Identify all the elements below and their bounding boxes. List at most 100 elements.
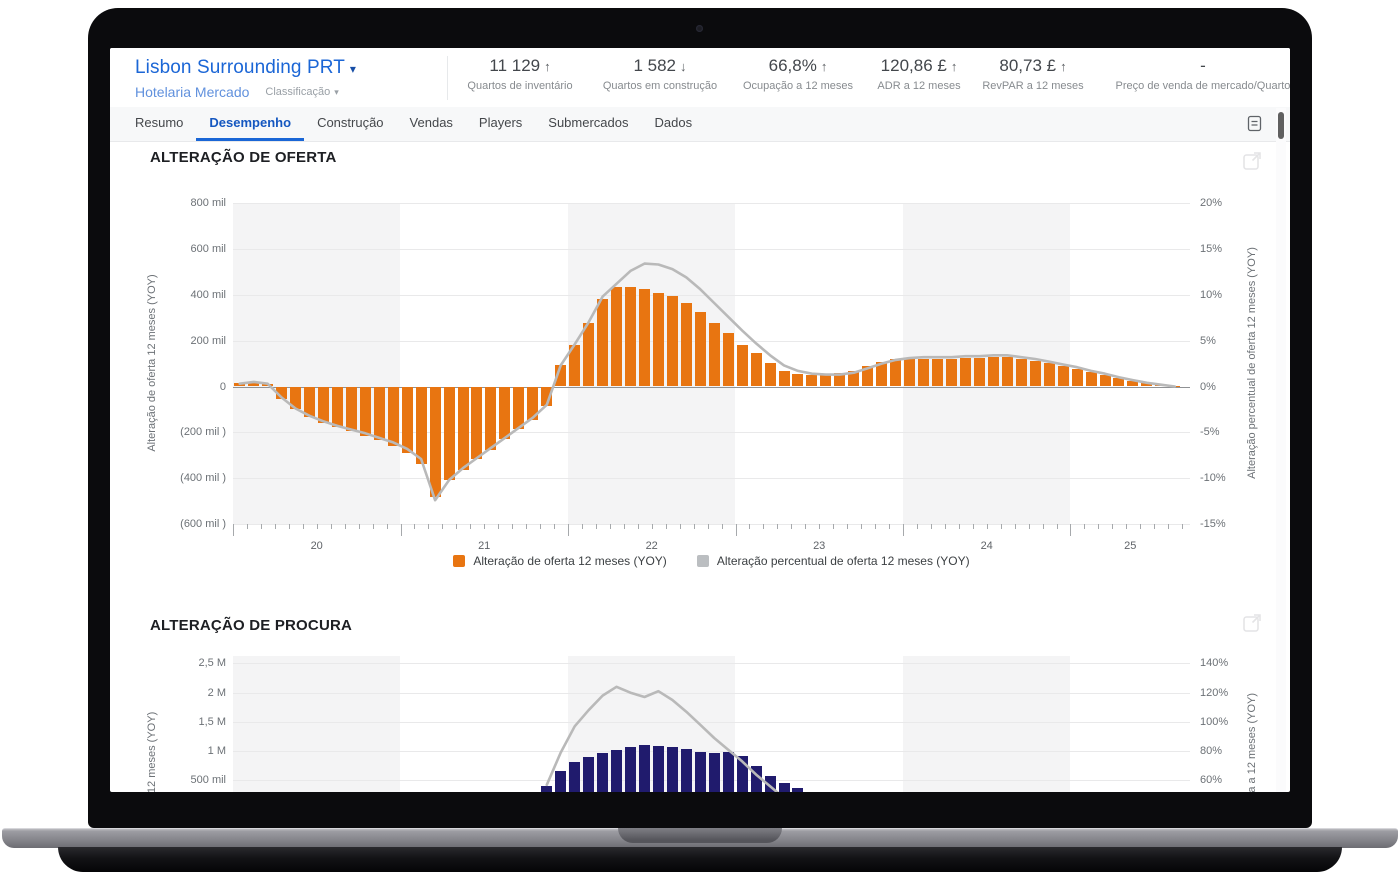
page-title: Lisbon Surrounding PRT [135, 57, 345, 78]
x-axis-year-label: 23 [813, 540, 826, 552]
x-axis-minor-tick [861, 524, 863, 529]
x-axis-minor-tick [1126, 524, 1128, 529]
tab-players[interactable]: Players [478, 115, 523, 130]
bar [276, 386, 288, 400]
y-axis-tick-label: (400 mil ) [180, 472, 226, 485]
bar [946, 358, 957, 387]
kpi-value: - [1200, 56, 1206, 75]
bar [555, 770, 567, 792]
bar [555, 365, 567, 387]
x-axis-minor-tick [916, 524, 918, 529]
bar [569, 344, 581, 387]
x-axis-minor-tick [637, 524, 639, 529]
market-title-block: Lisbon Surrounding PRT ▾ Hotelaria Mercad… [135, 57, 356, 100]
expand-icon[interactable] [1243, 613, 1262, 637]
x-axis-minor-tick [1154, 524, 1156, 529]
tab-resumo[interactable]: Resumo [135, 115, 184, 130]
bar [708, 752, 720, 792]
trend-line [545, 685, 779, 792]
x-axis-major-tick [902, 524, 904, 536]
x-axis-year-label: 21 [478, 540, 491, 552]
grid-line [233, 751, 1190, 752]
bar [624, 746, 636, 792]
x-axis-minor-tick [763, 524, 765, 529]
bar [778, 782, 790, 792]
x-axis-year-label: 22 [645, 540, 658, 552]
bar [736, 755, 748, 792]
x-axis-minor-tick [805, 524, 807, 529]
x-axis-minor-tick [330, 524, 332, 529]
y-axis-tick-label: (200 mil ) [180, 426, 226, 439]
tab-submercados[interactable]: Submercados [548, 115, 629, 130]
scrollbar-thumb[interactable] [1278, 112, 1284, 139]
x-axis-minor-tick [456, 524, 458, 529]
x-axis-minor-tick [288, 524, 290, 529]
grid-line [233, 294, 1190, 296]
tab-construção[interactable]: Construção [317, 115, 384, 130]
x-axis-minor-tick [944, 524, 946, 529]
bar [792, 374, 804, 387]
legend-item[interactable]: Alteração percentual de oferta 12 meses … [696, 554, 970, 568]
grid-line [233, 663, 1190, 665]
bar [792, 787, 804, 792]
y-axis-tick-label: 2 M [207, 686, 226, 699]
bar [848, 371, 860, 387]
x-axis-minor-tick [386, 524, 388, 529]
market-title-dropdown[interactable]: Lisbon Surrounding PRT ▾ [135, 57, 356, 79]
y-axis-tick-label: 2,5 M [198, 657, 226, 670]
tab-vendas[interactable]: Vendas [409, 115, 453, 130]
bar [959, 358, 971, 387]
header-divider [447, 56, 448, 100]
zero-axis-line [233, 386, 1190, 388]
x-axis-minor-tick [1000, 524, 1002, 529]
kpi-label: Quartos em construção [602, 80, 718, 92]
grid-line [233, 478, 1190, 480]
x-axis-minor-tick [428, 524, 430, 529]
x-axis-minor-tick [247, 524, 248, 529]
bar [764, 363, 776, 387]
legend-item[interactable]: Alteração de oferta 12 meses (YOY) [453, 554, 667, 568]
y-axis-tick-label: 60% [1200, 774, 1223, 787]
bar [583, 322, 595, 387]
x-axis-minor-tick [484, 524, 486, 529]
document-icon[interactable] [1247, 115, 1262, 137]
bar [317, 386, 329, 423]
laptop-base-shadow [58, 847, 1342, 872]
bar [918, 358, 930, 387]
arrow-down-icon: ↓ [680, 59, 687, 74]
laptop-lid-notch [618, 828, 782, 843]
y-axis-tick-label: (600 mil ) [180, 518, 226, 530]
kpi-value: 80,73 £ ↑ [999, 56, 1067, 75]
tab-desempenho[interactable]: Desempenho [196, 107, 305, 141]
x-axis-minor-tick [958, 524, 960, 529]
bar [862, 366, 874, 387]
classification-dropdown[interactable]: Classificação ▾ [265, 86, 339, 98]
tab-bar: Resumo Desempenho Construção Vendas Players S… [110, 107, 1290, 142]
bar [387, 386, 399, 446]
x-axis-minor-tick [679, 524, 681, 529]
bar [652, 745, 664, 792]
x-axis-minor-tick [595, 524, 597, 529]
bar [834, 373, 846, 387]
chart-plot-procura [233, 656, 1190, 792]
y-axis-tick-label: 600 mil [190, 242, 226, 255]
y-axis-tick-label: 140% [1200, 657, 1229, 670]
expand-icon[interactable] [1243, 151, 1262, 175]
scrollbar-track[interactable] [1276, 108, 1286, 792]
x-axis-minor-tick [749, 524, 751, 529]
legend-label: Alteração percentual de oferta 12 meses … [716, 554, 970, 568]
bar [597, 298, 609, 387]
kpi-stat: 80,73 £ ↑ RevPAR a 12 meses [977, 56, 1089, 92]
kpi-stat: 1 582 ↓ Quartos em construção [585, 56, 735, 92]
year-stripe [902, 203, 1071, 524]
chevron-down-icon: ▾ [334, 87, 339, 97]
y-axis-tick-label: -10% [1200, 472, 1226, 485]
bar [722, 332, 734, 387]
bar [415, 386, 427, 465]
bar [652, 292, 664, 387]
x-axis-minor-tick [498, 524, 500, 529]
y-axis-tick-label: 800 mil [190, 197, 226, 209]
bar [499, 386, 511, 440]
tab-dados[interactable]: Dados [654, 115, 693, 130]
